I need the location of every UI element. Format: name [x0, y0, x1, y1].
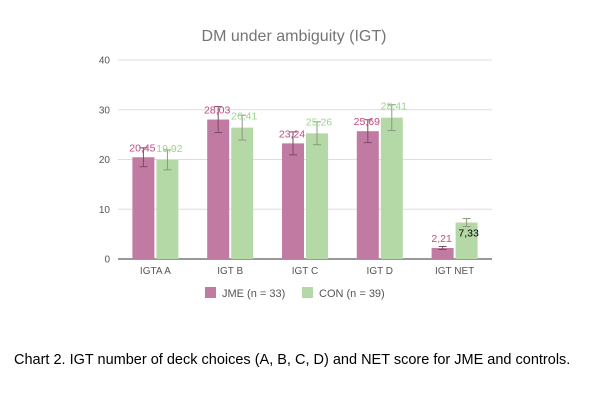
figure-caption: Chart 2. IGT number of deck choices (A, …: [14, 352, 571, 368]
bar-con: [455, 222, 478, 259]
y-tick-label: 0: [104, 255, 110, 266]
error-bar: [438, 246, 447, 250]
data-label: 23,24: [279, 128, 305, 140]
error-bar: [387, 104, 396, 132]
data-label: 28,03: [204, 105, 230, 117]
x-tick-label: IGT C: [292, 266, 318, 277]
x-tick-label: IGT B: [217, 266, 243, 277]
data-label: 25,26: [306, 116, 332, 128]
y-axis: 0 10 20 30 40: [99, 56, 111, 266]
legend-swatch: [205, 287, 216, 298]
bar-jme: [282, 143, 304, 259]
legend-label: CON (n = 39): [319, 288, 385, 300]
error-bar: [163, 149, 172, 171]
y-tick-label: 20: [99, 155, 111, 166]
bar-jme: [207, 119, 230, 259]
legend: JME (n = 33) CON (n = 39): [205, 287, 385, 300]
legend-label: JME (n = 33): [222, 288, 285, 300]
bar-jme: [132, 157, 155, 259]
error-bar: [238, 114, 247, 141]
bar-jme: [356, 131, 379, 259]
data-label: 19,92: [156, 143, 182, 155]
error-bar: [139, 147, 148, 168]
error-bar: [289, 131, 297, 156]
bar-con: [156, 159, 179, 259]
data-label: 20,45: [129, 142, 155, 154]
chart-title: DM under ambiguity (IGT): [202, 28, 387, 45]
error-bars: [139, 104, 471, 250]
error-bar: [462, 218, 471, 228]
x-tick-label: IGT NET: [435, 266, 474, 277]
y-tick-label: 10: [99, 205, 111, 216]
x-axis: IGTA A IGT B IGT C IGT D IGT NET: [140, 266, 474, 277]
error-bar: [214, 106, 223, 133]
y-tick-label: 40: [99, 56, 111, 67]
legend-swatch: [302, 287, 313, 298]
bar-jme: [431, 248, 454, 259]
x-tick-label: IGT D: [367, 266, 393, 277]
gridlines: [118, 59, 492, 260]
data-label: 7,33: [458, 228, 479, 240]
error-bar: [363, 119, 372, 144]
data-label: 28,41: [381, 101, 407, 113]
x-tick-label: IGTA A: [140, 266, 171, 277]
data-label: 26,41: [231, 111, 257, 123]
bars: [132, 117, 478, 259]
bar-con: [231, 127, 254, 259]
bar-con: [380, 117, 403, 259]
error-bar: [313, 121, 321, 146]
y-tick-label: 30: [99, 105, 111, 116]
data-label: 25,69: [354, 116, 380, 128]
bar-con: [306, 133, 328, 259]
data-label: 2,21: [431, 233, 452, 245]
